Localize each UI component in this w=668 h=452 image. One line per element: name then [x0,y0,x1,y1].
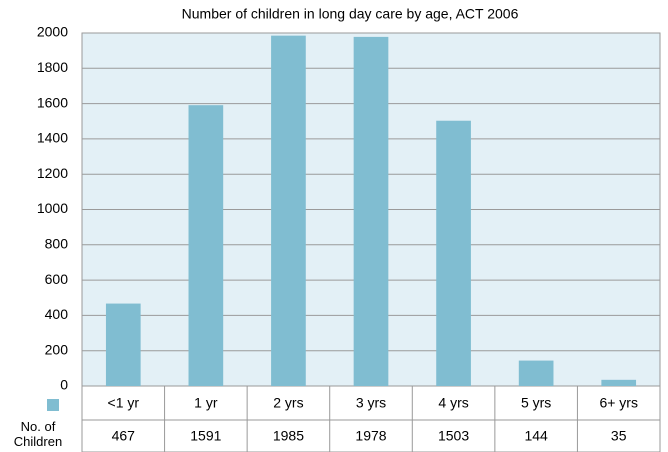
y-tick-label: 1200 [37,165,68,181]
legend-label: No. of Children [13,419,63,449]
y-tick-label: 400 [45,306,69,322]
table-value: 1985 [273,428,304,444]
table-value: 1503 [438,428,469,444]
y-tick-label: 1600 [37,94,68,110]
bar [188,105,224,386]
x-tick-label: 6+ yrs [599,395,638,411]
x-tick-label: 1 yr [194,395,218,411]
table-value: 467 [112,428,136,444]
bar [601,379,637,386]
y-tick-label: 800 [45,236,69,252]
chart-title: Number of children in long day care by a… [182,6,519,22]
y-tick-label: 600 [45,271,69,287]
bar [105,303,141,386]
bar [353,36,389,387]
x-tick-label: 2 yrs [273,395,303,411]
y-tick-label: 1800 [37,59,68,75]
bar [436,120,471,387]
y-tick-label: 0 [60,377,68,393]
table-value: 1978 [355,428,386,444]
table-value: 35 [611,428,627,444]
x-tick-label: 5 yrs [521,395,551,411]
y-tick-label: 200 [45,341,69,357]
x-tick-label: 4 yrs [438,395,468,411]
y-tick-label: 1400 [37,130,68,146]
y-tick-label: 2000 [37,24,68,40]
bar [271,35,306,387]
table-value: 144 [524,428,548,444]
legend-key [47,399,59,411]
x-tick-label: 3 yrs [356,395,386,411]
x-tick-label: <1 yr [108,395,140,411]
bar [518,360,554,386]
y-tick-label: 1000 [37,200,68,216]
table-value: 1591 [190,428,221,444]
